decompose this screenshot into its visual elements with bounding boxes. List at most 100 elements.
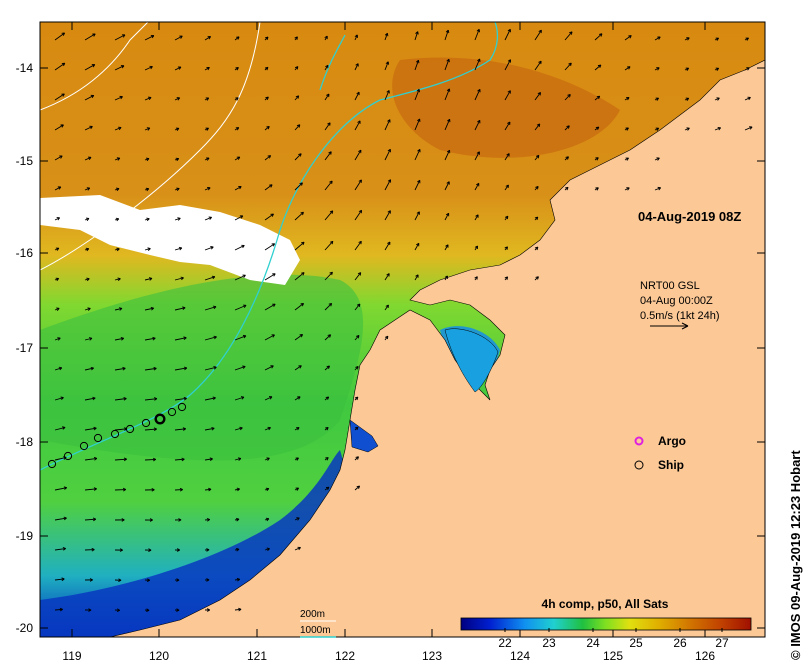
current-arrowhead	[152, 457, 157, 462]
current-arrowhead	[536, 123, 541, 127]
current-arrowhead	[296, 517, 300, 521]
current-arrowhead	[242, 365, 246, 369]
current-arrowhead	[212, 396, 216, 401]
current-arrowhead	[242, 334, 247, 339]
current-arrowhead	[148, 277, 153, 281]
current-arrowhead	[207, 187, 211, 191]
current-arrowhead	[566, 125, 570, 129]
current-arrowhead	[446, 88, 451, 92]
current-arrow	[504, 29, 511, 41]
current-arrow	[144, 35, 155, 41]
current-arrowhead	[355, 63, 359, 67]
current-arrow	[384, 119, 391, 131]
current-arrowhead	[63, 486, 68, 490]
current-arrowhead	[325, 427, 329, 431]
current-arrowhead	[415, 31, 419, 35]
current-arrowhead	[146, 608, 150, 612]
current-arrow	[84, 64, 96, 71]
current-arrowhead	[715, 67, 720, 71]
current-arrowhead	[445, 212, 450, 217]
current-arrow	[714, 127, 721, 131]
current-arrow	[54, 487, 67, 491]
current-arrowhead	[92, 517, 97, 522]
isobath-200m-label: 200m	[300, 609, 325, 620]
current-arrowhead	[115, 217, 120, 222]
current-arrowhead	[445, 244, 449, 248]
current-arrow	[264, 155, 271, 161]
current-arrowhead	[213, 335, 217, 340]
current-arrowhead	[655, 127, 660, 131]
current-reference: NRT00 GSL 04-Aug 00:00Z 0.5m/s (1kt 24h)	[640, 280, 719, 330]
current-arrowhead	[152, 336, 156, 341]
current-arrow	[174, 277, 184, 281]
current-arrowhead	[301, 241, 305, 246]
current-arrowhead	[295, 457, 299, 461]
current-arrow	[114, 398, 127, 401]
current-arrowhead	[206, 608, 211, 612]
current-arrowhead	[206, 66, 210, 71]
current-arrowhead	[208, 487, 212, 492]
current-arrowhead	[384, 32, 389, 37]
lon-tick-label: 125	[603, 649, 623, 663]
current-arrow	[144, 428, 157, 431]
current-arrow	[84, 427, 97, 431]
current-arrowhead	[749, 126, 753, 130]
observation-legend: Argo Ship	[634, 434, 686, 472]
current-arrowhead	[59, 155, 63, 159]
current-arrow	[444, 88, 450, 101]
sst-colorbar: 4h comp, p50, All Sats 22 23 24 25 26 27	[460, 597, 752, 650]
current-arrowhead	[535, 276, 539, 280]
current-arrow	[84, 488, 97, 491]
current-arrow	[324, 122, 331, 131]
current-arrowhead	[534, 216, 539, 221]
lat-tick-label: -19	[16, 529, 34, 543]
current-arrow	[354, 485, 360, 491]
current-arrowhead	[269, 184, 273, 188]
current-arrowhead	[146, 217, 150, 222]
current-arrowhead	[235, 97, 239, 101]
current-arrow	[384, 33, 388, 41]
current-arrowhead	[626, 97, 630, 101]
isobath-1000m-label: 1000m	[300, 625, 331, 636]
current-arrow	[204, 458, 213, 461]
current-arrow	[144, 458, 156, 461]
current-arrowhead	[153, 397, 158, 401]
argo-marker-icon	[634, 436, 644, 446]
current-arrow	[234, 335, 247, 341]
current-arrowhead	[357, 120, 361, 124]
current-arrow	[534, 29, 542, 41]
current-arrow	[594, 95, 601, 101]
current-arrowhead	[507, 121, 511, 126]
current-arrow	[444, 150, 450, 161]
current-arrowhead	[358, 240, 362, 245]
colorbar-tick-label: 25	[629, 636, 643, 650]
current-arrowhead	[597, 64, 602, 68]
current-arrow	[204, 336, 217, 341]
current-arrow	[114, 96, 123, 101]
current-arrow	[54, 32, 65, 41]
current-arrow	[324, 93, 330, 101]
current-arrowhead	[298, 365, 302, 369]
current-arrow	[84, 95, 95, 101]
current-arrowhead	[176, 608, 180, 612]
current-arrowhead	[265, 36, 269, 41]
ship-observation-marker	[110, 429, 120, 439]
current-arrowhead	[474, 276, 478, 280]
current-arrowhead	[656, 157, 660, 161]
current-arrowhead	[417, 118, 421, 122]
current-arrowhead	[328, 302, 333, 307]
current-arrowhead	[93, 487, 97, 491]
current-arrow	[564, 125, 570, 131]
current-arrowhead	[538, 60, 542, 65]
current-arrowhead	[507, 90, 511, 94]
current-arrowhead	[272, 273, 276, 277]
current-arrowhead	[327, 122, 331, 126]
current-arrow	[354, 149, 362, 161]
current-arrowhead	[296, 427, 300, 431]
current-arrow	[54, 548, 66, 551]
current-arrow	[384, 273, 390, 281]
current-arrow	[294, 396, 301, 401]
current-arrowhead	[628, 35, 632, 39]
current-arrow	[54, 397, 64, 401]
current-arrow	[54, 62, 66, 71]
